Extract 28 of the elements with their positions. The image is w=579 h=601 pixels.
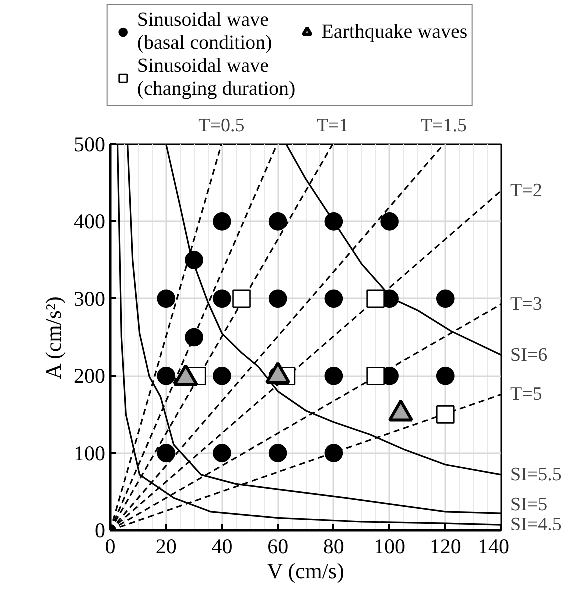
annotation: T=1	[316, 116, 349, 136]
annotation: T=2	[510, 180, 542, 202]
x-axis-title: V (cm/s)	[267, 558, 344, 584]
annotation: T=1.5	[420, 116, 468, 136]
annotation: T=3	[510, 294, 542, 315]
y-tick-label: 100	[74, 441, 106, 466]
annotation: SI=5	[510, 494, 548, 516]
x-tick-label: 100	[374, 534, 406, 558]
x-tick-label: 20	[156, 534, 177, 558]
x-tick-label: 120	[430, 534, 462, 558]
x-tick-label: 60	[268, 534, 289, 558]
y-axis-title: A (cm/s²)	[41, 296, 66, 380]
y-tick-label: 400	[74, 210, 106, 234]
y-tick-label: 0	[95, 518, 106, 542]
annotation: SI=5.5	[510, 464, 562, 486]
y-tick-label: 500	[74, 132, 106, 156]
annotation: T=0.5	[198, 116, 245, 136]
x-tick-label: 80	[323, 534, 344, 558]
legend-label: Sinusoidal wave (basal condition)	[137, 9, 272, 55]
y-tick-label: 300	[74, 286, 106, 311]
y-tick-label: 200	[74, 364, 106, 388]
x-tick-label: 40	[212, 534, 233, 558]
annotation: SI=4.5	[510, 514, 562, 536]
legend-label: Earthquake waves	[322, 20, 468, 44]
legend-label: Sinusoidal wave (changing duration)	[137, 55, 296, 101]
annotation: T=5	[510, 384, 542, 406]
annotation: SI=6	[510, 344, 548, 366]
x-tick-label: 140	[478, 534, 510, 558]
